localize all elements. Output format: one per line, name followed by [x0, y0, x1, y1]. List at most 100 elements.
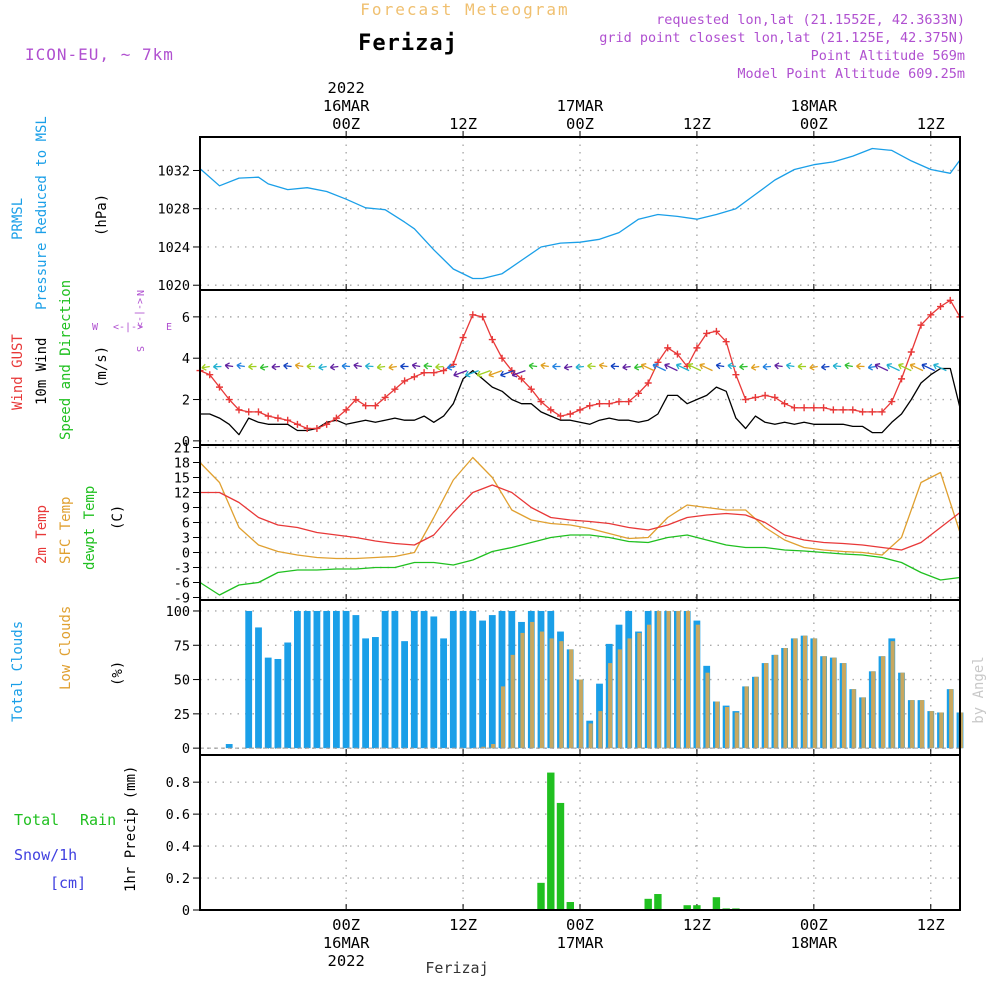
- wind-direction-arrowhead: [610, 362, 616, 370]
- y-tick-label: 0: [182, 903, 190, 919]
- y-tick-label: 0.8: [166, 775, 190, 791]
- point-altitude: Point Altitude 569m: [811, 48, 965, 64]
- grid-coords: grid point closest lon,lat (21.125E, 42.…: [599, 30, 965, 46]
- wind-direction-arrowhead: [844, 362, 850, 370]
- wind-direction-arrow: [330, 365, 339, 369]
- wind-labels: Wind GUST 10m Wind Speed and Direction (…: [10, 280, 172, 440]
- bottom-time-label: 00Z: [332, 916, 360, 934]
- wind-direction-arrow: [809, 365, 818, 369]
- panels: 10201024102810320246-9-6-303691215182102…: [157, 136, 964, 919]
- low-cloud-bar: [510, 654, 515, 749]
- wind-direction-arrow: [388, 365, 397, 369]
- wind-gust-marker: [430, 369, 438, 377]
- wind-gust-marker: [878, 408, 886, 416]
- wind-gust-marker: [391, 385, 399, 393]
- wind-direction-arrowhead: [598, 362, 605, 370]
- prmsl-desc-label: Pressure Reduced to MSL: [34, 116, 50, 310]
- y-tick-label: -9: [174, 591, 190, 607]
- wind-direction-arrowhead: [563, 363, 570, 371]
- y-tick-label: 0: [182, 434, 190, 450]
- y-tick-label: 1032: [157, 163, 190, 179]
- bottom-year-label: 2022: [327, 952, 364, 970]
- wind-direction-arrow: [236, 364, 245, 368]
- wind-gust-marker: [790, 404, 798, 412]
- total-cloud-bar: [352, 615, 360, 749]
- total-cloud-bar: [323, 610, 331, 749]
- rain-bar: [547, 772, 555, 910]
- total-cloud-bar: [303, 610, 311, 749]
- low-cloud-bar: [549, 638, 554, 749]
- low-cloud-bar: [481, 746, 486, 749]
- wind-gust-marker: [927, 311, 935, 319]
- wind-gust-marker: [264, 412, 272, 420]
- wind-direction-arrowhead: [774, 362, 780, 370]
- total-cloud-bar: [401, 641, 408, 749]
- wind-gust-marker: [498, 354, 506, 362]
- wind-gust-marker: [625, 398, 633, 406]
- wind-gust-marker: [937, 303, 945, 311]
- wind-direction-arrowhead: [341, 362, 347, 370]
- wind-direction-arrowhead: [809, 363, 815, 371]
- y-tick-label: 1024: [157, 240, 190, 256]
- watermark: by Angel: [971, 656, 987, 723]
- low-cloud-bar: [666, 610, 671, 749]
- y-tick-label: 50: [174, 673, 190, 689]
- low-cloud-bar: [676, 610, 681, 749]
- total-cloud-bar: [255, 627, 262, 749]
- total-clouds-label: Total Clouds: [10, 621, 26, 722]
- location-title: Ferizaj: [358, 31, 458, 56]
- low-cloud-bar: [802, 635, 807, 749]
- wind-gust-marker: [888, 398, 896, 406]
- low-cloud-bar: [598, 711, 603, 749]
- wind-direction-arrow: [435, 365, 444, 368]
- total-cloud-bar: [362, 638, 369, 749]
- wind-gust-marker: [479, 313, 487, 321]
- wind-gust-marker: [332, 414, 340, 422]
- low-cloud-bar: [686, 610, 691, 749]
- wind-direction-arrowhead: [248, 363, 253, 371]
- pressure-labels: PRMSL Pressure Reduced to MSL (hPa): [10, 116, 110, 310]
- low-cloud-bar: [871, 671, 876, 749]
- low-cloud-bar: [559, 641, 564, 749]
- wind-gust-marker: [654, 358, 662, 366]
- wind-direction-arrow: [868, 365, 877, 369]
- wind-direction-arrowhead: [511, 370, 518, 378]
- total-cloud-bar: [225, 744, 233, 749]
- wind-direction-arrow: [377, 365, 386, 369]
- pressure-unit: (hPa): [94, 194, 110, 236]
- wind-direction-arrowhead: [283, 362, 289, 370]
- low-cloud-bar: [725, 706, 730, 749]
- wind-direction-arrow: [412, 364, 421, 368]
- wind-gust-marker: [732, 371, 740, 379]
- wind-direction-arrow: [833, 365, 842, 368]
- wind-direction-arrow: [664, 364, 678, 372]
- wind-direction-arrow: [488, 369, 503, 376]
- wind-direction-arrow: [465, 369, 479, 376]
- wind-gust-marker: [274, 414, 282, 422]
- wind-gust-marker: [518, 375, 526, 383]
- low-cloud-bar: [637, 632, 642, 749]
- wind-direction-arrowhead: [739, 363, 745, 371]
- low-cloud-bar: [939, 712, 944, 749]
- rain-bar: [556, 802, 565, 911]
- wind-direction-arrowhead: [898, 363, 904, 370]
- wind-direction-arrowhead: [652, 363, 659, 370]
- wind-gust-marker: [342, 406, 350, 414]
- wind-direction-arrowhead: [540, 362, 546, 370]
- dewpt-label: dewpt Temp: [82, 486, 98, 570]
- total-cloud-bar: [333, 610, 340, 749]
- wind-direction-arrowhead: [476, 370, 483, 378]
- wind-direction-arrow: [652, 364, 667, 372]
- low-cloud-bar: [627, 638, 632, 749]
- wind-gust-marker: [225, 396, 233, 404]
- wind-gust-marker: [761, 391, 769, 399]
- total-cloud-bar: [294, 610, 301, 749]
- total-cloud-bar: [410, 610, 418, 749]
- wind-gust-marker: [859, 408, 867, 416]
- low-cloud-bar: [812, 638, 817, 749]
- wind-direction-arrow: [575, 365, 584, 369]
- wind-direction-arrow: [821, 365, 830, 368]
- y-tick-label: 15: [174, 471, 190, 487]
- wind-direction-arrow: [283, 364, 292, 368]
